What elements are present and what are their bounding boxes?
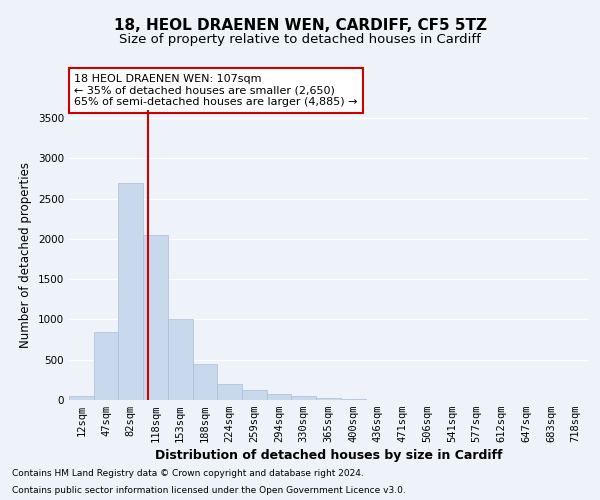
Text: 18 HEOL DRAENEN WEN: 107sqm
← 35% of detached houses are smaller (2,650)
65% of : 18 HEOL DRAENEN WEN: 107sqm ← 35% of det… [74, 74, 358, 107]
Bar [267, 394, 292, 400]
Bar [193, 364, 217, 400]
Text: Contains HM Land Registry data © Crown copyright and database right 2024.: Contains HM Land Registry data © Crown c… [12, 468, 364, 477]
Y-axis label: Number of detached properties: Number of detached properties [19, 162, 32, 348]
Text: Size of property relative to detached houses in Cardiff: Size of property relative to detached ho… [119, 32, 481, 46]
Bar [242, 390, 267, 400]
Text: Contains public sector information licensed under the Open Government Licence v3: Contains public sector information licen… [12, 486, 406, 495]
Bar [168, 320, 193, 400]
Bar [217, 384, 242, 400]
Bar [118, 182, 143, 400]
Bar [143, 235, 168, 400]
Bar [292, 396, 316, 400]
Text: 18, HEOL DRAENEN WEN, CARDIFF, CF5 5TZ: 18, HEOL DRAENEN WEN, CARDIFF, CF5 5TZ [113, 18, 487, 32]
Bar [341, 399, 365, 400]
X-axis label: Distribution of detached houses by size in Cardiff: Distribution of detached houses by size … [155, 450, 502, 462]
Bar [316, 398, 341, 400]
Bar [94, 332, 118, 400]
Bar [69, 396, 94, 400]
